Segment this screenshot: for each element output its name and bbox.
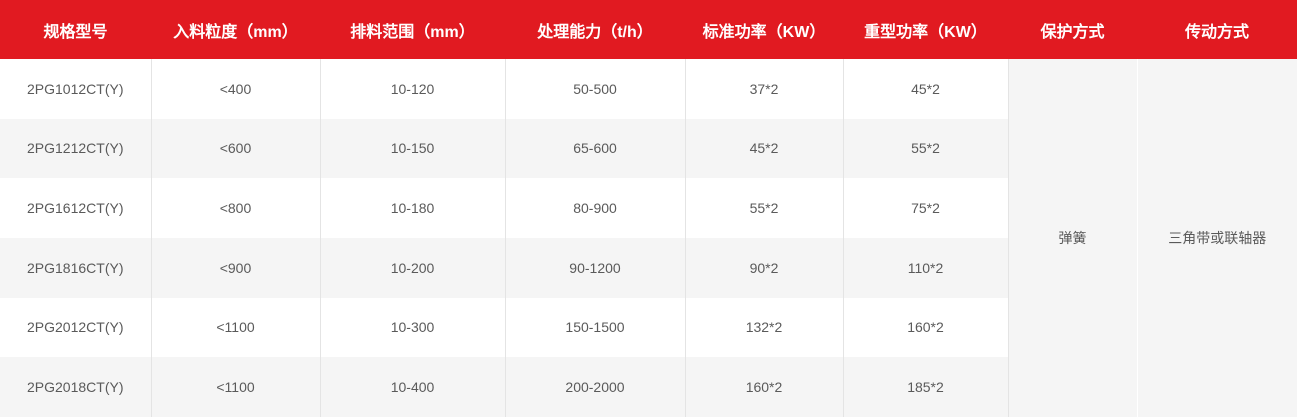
header-heavy-power: 重型功率（KW） xyxy=(843,0,1008,59)
cell-standard-power: 45*2 xyxy=(685,118,844,179)
cell-discharge-range: 10-180 xyxy=(320,178,506,238)
cell-model: 2PG2018CT(Y) xyxy=(0,357,152,417)
cell-protection-merged: 弹簧 xyxy=(1008,59,1138,417)
cell-feed-size: <400 xyxy=(151,59,321,119)
cell-standard-power: 132*2 xyxy=(685,297,844,358)
cell-capacity: 50-500 xyxy=(505,59,686,119)
table-row: 2PG2018CT(Y) <1100 10-400 200-2000 160*2… xyxy=(0,357,1297,417)
cell-transmission-merged: 三角带或联轴器 xyxy=(1137,59,1297,417)
cell-feed-size: <1100 xyxy=(151,297,321,358)
cell-heavy-power: 75*2 xyxy=(843,178,1009,238)
header-model: 规格型号 xyxy=(0,0,151,59)
cell-heavy-power: 110*2 xyxy=(843,237,1009,298)
header-discharge-range: 排料范围（mm） xyxy=(320,0,505,59)
cell-capacity: 90-1200 xyxy=(505,237,686,298)
cell-capacity: 80-900 xyxy=(505,178,686,238)
cell-discharge-range: 10-150 xyxy=(320,118,506,179)
cell-heavy-power: 185*2 xyxy=(843,357,1009,417)
cell-heavy-power: 55*2 xyxy=(843,118,1009,179)
table-row: 2PG1012CT(Y) <400 10-120 50-500 37*2 45*… xyxy=(0,59,1297,417)
table-row: 2PG1612CT(Y) <800 10-180 80-900 55*2 75*… xyxy=(0,178,1297,238)
header-row: 规格型号 入料粒度（mm） 排料范围（mm） 处理能力（t/h） 标准功率（KW… xyxy=(0,0,1297,59)
cell-feed-size: <800 xyxy=(151,178,321,238)
table-row: 2PG2012CT(Y) <1100 10-300 150-1500 132*2… xyxy=(0,297,1297,358)
cell-discharge-range: 10-400 xyxy=(320,357,506,417)
header-transmission: 传动方式 xyxy=(1137,0,1297,59)
cell-model: 2PG1212CT(Y) xyxy=(0,118,152,179)
cell-discharge-range: 10-120 xyxy=(320,59,506,119)
cell-capacity: 150-1500 xyxy=(505,297,686,358)
cell-model: 2PG1012CT(Y) xyxy=(0,59,152,119)
cell-standard-power: 90*2 xyxy=(685,237,844,298)
table-header: 规格型号 入料粒度（mm） 排料范围（mm） 处理能力（t/h） 标准功率（KW… xyxy=(0,0,1297,59)
header-feed-size: 入料粒度（mm） xyxy=(151,0,320,59)
cell-feed-size: <900 xyxy=(151,237,321,298)
cell-model: 2PG1816CT(Y) xyxy=(0,237,152,298)
cell-capacity: 65-600 xyxy=(505,118,686,179)
table-row: 2PG1816CT(Y) <900 10-200 90-1200 90*2 11… xyxy=(0,237,1297,298)
cell-heavy-power: 45*2 xyxy=(843,59,1009,119)
header-protection: 保护方式 xyxy=(1008,0,1137,59)
cell-standard-power: 55*2 xyxy=(685,178,844,238)
cell-standard-power: 160*2 xyxy=(685,357,844,417)
cell-feed-size: <1100 xyxy=(151,357,321,417)
cell-model: 2PG1612CT(Y) xyxy=(0,178,152,238)
header-capacity: 处理能力（t/h） xyxy=(505,0,685,59)
cell-model: 2PG2012CT(Y) xyxy=(0,297,152,358)
cell-standard-power: 37*2 xyxy=(685,59,844,119)
cell-heavy-power: 160*2 xyxy=(843,297,1009,358)
cell-discharge-range: 10-300 xyxy=(320,297,506,358)
table-body: 2PG1012CT(Y) <400 10-120 50-500 37*2 45*… xyxy=(0,59,1297,417)
cell-discharge-range: 10-200 xyxy=(320,237,506,298)
table-row: 2PG1212CT(Y) <600 10-150 65-600 45*2 55*… xyxy=(0,118,1297,179)
cell-feed-size: <600 xyxy=(151,118,321,179)
cell-capacity: 200-2000 xyxy=(505,357,686,417)
header-standard-power: 标准功率（KW） xyxy=(685,0,843,59)
